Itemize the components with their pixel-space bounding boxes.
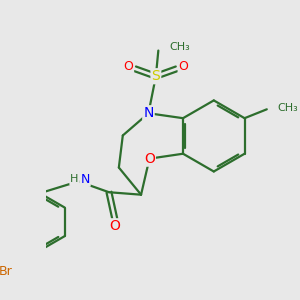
Text: O: O [110,219,120,233]
Text: N: N [143,106,154,120]
Text: CH₃: CH₃ [169,42,190,52]
Text: Br: Br [0,265,12,278]
Text: N: N [80,173,90,186]
Text: O: O [144,152,155,166]
Text: S: S [152,69,160,83]
Text: O: O [123,60,133,73]
Text: CH₃: CH₃ [278,103,298,113]
Text: H: H [70,174,79,184]
Text: O: O [178,60,188,73]
